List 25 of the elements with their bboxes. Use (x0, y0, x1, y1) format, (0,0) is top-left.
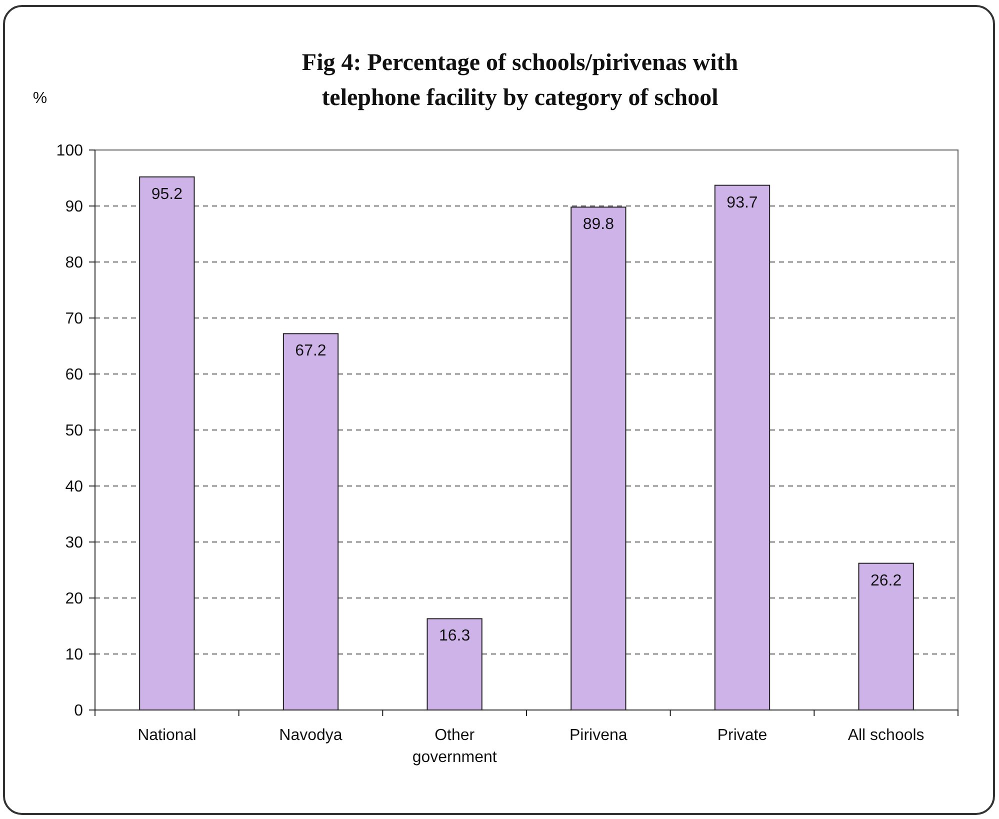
y-tick-label: 10 (65, 646, 84, 664)
x-tick-label: National (138, 727, 196, 744)
data-label: 67.2 (295, 342, 326, 360)
data-label: 93.7 (726, 194, 758, 212)
y-tick-label: 60 (65, 366, 84, 384)
y-tick-label: 90 (65, 198, 84, 216)
y-tick-label: 80 (65, 254, 84, 272)
y-tick-label: 30 (65, 534, 84, 552)
y-tick-label: 0 (74, 702, 84, 720)
data-label: 89.8 (582, 216, 614, 234)
data-label: 95.2 (151, 186, 183, 203)
y-tick-label: 70 (65, 310, 84, 328)
y-tick-label: 40 (65, 478, 84, 496)
x-tick-label: Navodya (279, 727, 342, 744)
x-tick-label: Private (717, 727, 768, 744)
y-tick-label: 100 (56, 142, 84, 160)
data-label: 26.2 (870, 572, 902, 590)
chart-title: Fig 4: Percentage of schools/pirivenas with telephone facility by category of school (302, 50, 738, 111)
x-tick-label: Pirivena (570, 727, 628, 744)
y-axis-title: % (32, 90, 48, 107)
x-tick-label: Other government (412, 727, 498, 766)
x-tick-label: All schools (848, 727, 924, 744)
data-label: 16.3 (439, 628, 470, 645)
y-tick-label: 50 (65, 422, 84, 440)
y-tick-label: 20 (65, 590, 84, 608)
